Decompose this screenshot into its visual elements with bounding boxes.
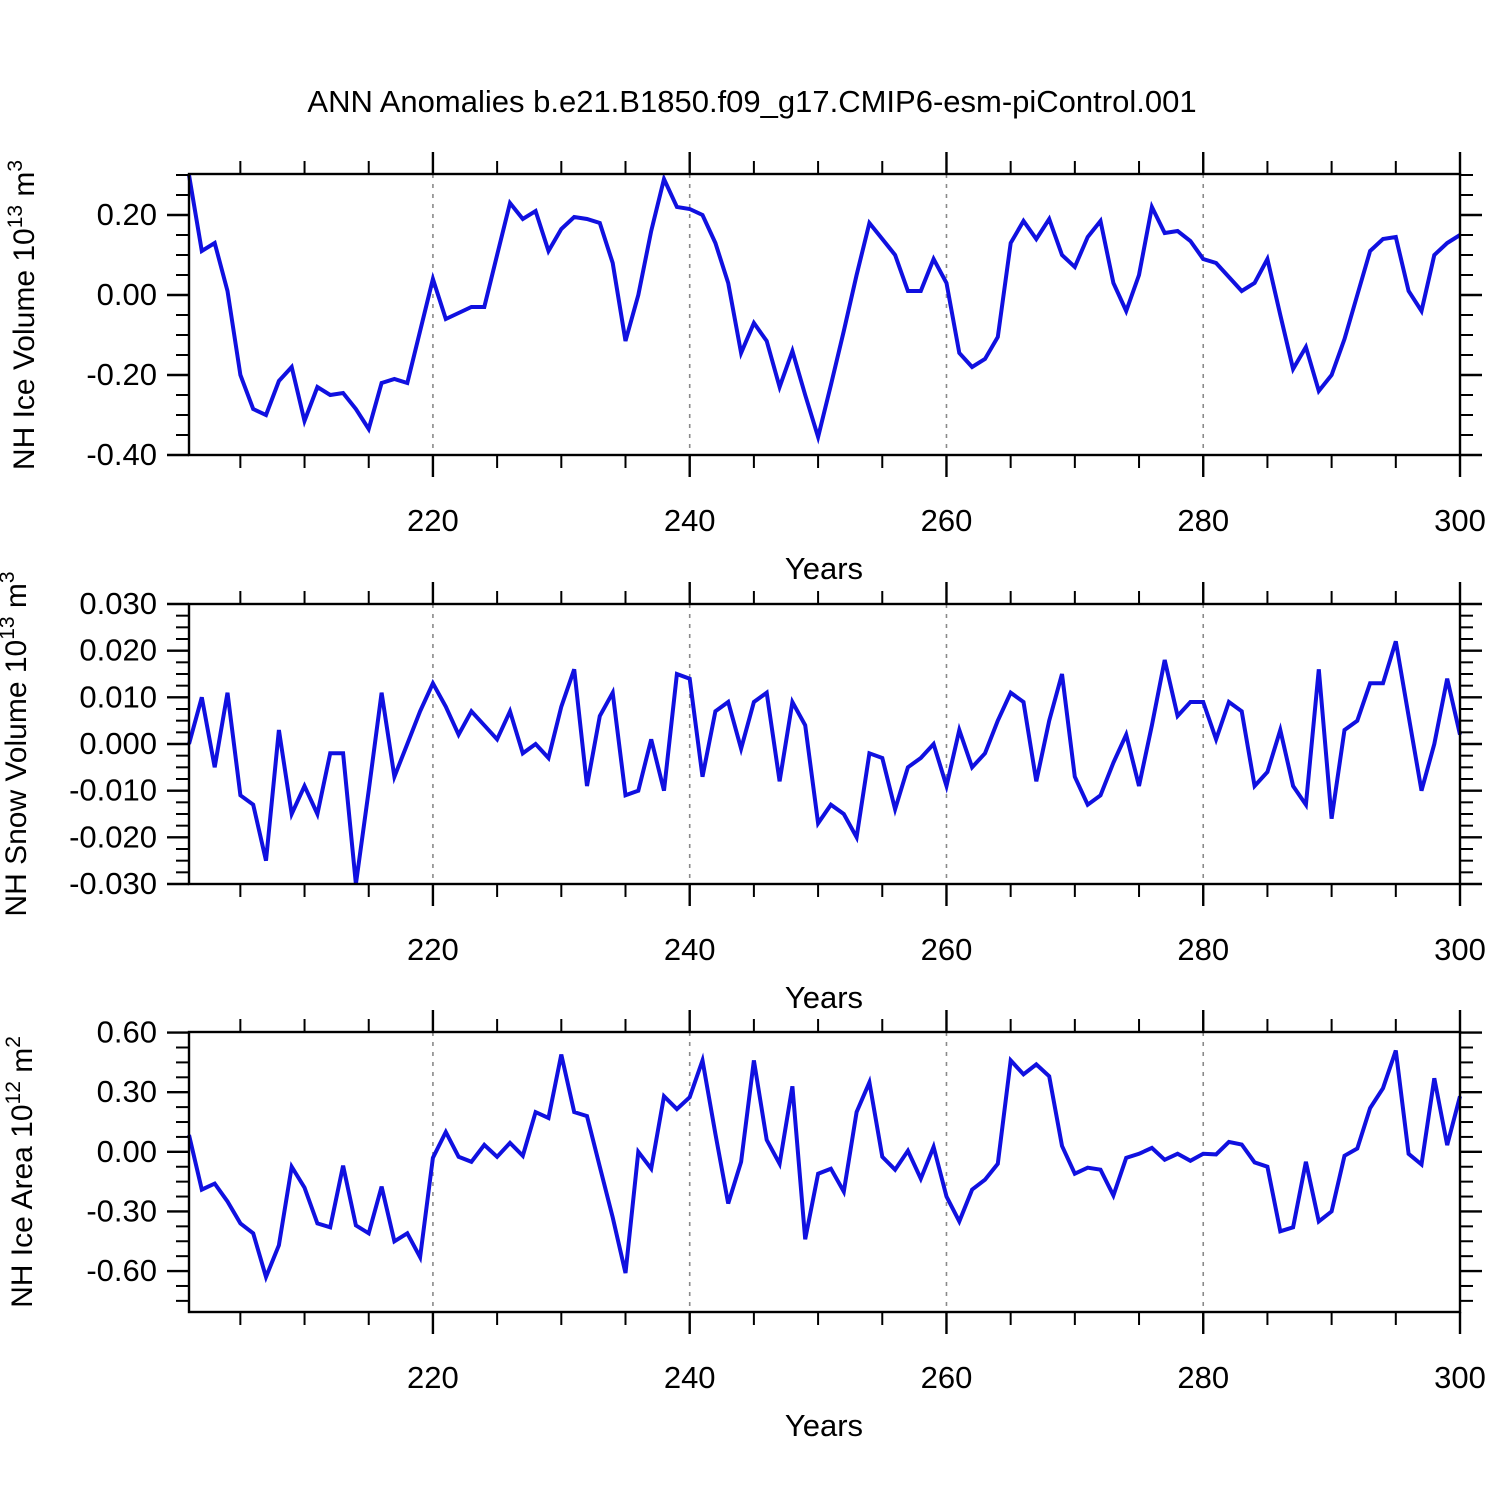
x-tick-label: 220	[407, 503, 459, 538]
panel-ice-volume: 220 240 260 280 300 0.20 0.00 -0.20 -0.40 NH Ice…	[4, 152, 1486, 586]
y-axis-title-text: NH Snow Volume 10	[0, 640, 33, 917]
y-tick-label: 0.000	[79, 726, 157, 761]
plot-area-ice-volume: 220 240 260 280 300 0.20 0.00 -0.20 -0.40	[86, 152, 1486, 538]
y-tick-label: 0.030	[79, 586, 157, 621]
x-tick-label: 260	[921, 1360, 973, 1395]
y-axis-title-unit: m	[6, 1048, 39, 1081]
x-tick-label: 220	[407, 932, 459, 967]
x-tick-label: 300	[1434, 503, 1486, 538]
chart-title: ANN Anomalies b.e21.B1850.f09_g17.CMIP6-…	[307, 84, 1196, 119]
y-tick-label: 0.20	[97, 197, 157, 232]
x-tick-label: 240	[664, 503, 716, 538]
x-axis-title-years-1: Years	[785, 551, 863, 586]
plot-frame	[187, 602, 1462, 886]
y-axis-title-unit: m	[8, 172, 41, 205]
x-tick-label: 260	[921, 503, 973, 538]
y-axis-title-unit-exponent: 3	[4, 160, 27, 172]
y-axis-title-unit-exponent: 2	[2, 1036, 25, 1048]
panel-snow-volume: 220 240 260 280 300 0.030 0.020 0.010 0.000 -0.01…	[0, 571, 1486, 1015]
y-tick-label: -0.010	[69, 773, 157, 808]
y-tick-label: 0.30	[97, 1074, 157, 1109]
y-axis-title-unit: m	[0, 583, 33, 616]
y-tick-label: -0.020	[69, 819, 157, 854]
x-tick-label: 300	[1434, 932, 1486, 967]
y-axis-title-ice-area: NH Ice Area 1012 m2	[2, 1036, 39, 1308]
x-tick-label: 240	[664, 932, 716, 967]
y-tick-label: 0.010	[79, 679, 157, 714]
x-tick-label: 280	[1177, 932, 1229, 967]
x-axis-title-years-2: Years	[785, 980, 863, 1015]
y-tick-label: -0.60	[86, 1253, 157, 1288]
y-tick-label: 0.00	[97, 277, 157, 312]
y-axis-title-snow-volume: NH Snow Volume 1013 m3	[0, 571, 33, 916]
y-tick-label: -0.30	[86, 1193, 157, 1228]
x-axis-title-years-3: Years	[785, 1408, 863, 1443]
y-axis-title-unit-exponent: 3	[0, 571, 19, 583]
y-tick-label: 0.020	[79, 633, 157, 668]
data-line	[187, 172, 1462, 445]
data-line	[187, 640, 1462, 885]
data-line	[187, 1049, 1462, 1284]
y-axis-title-exponent: 13	[0, 616, 19, 639]
plot-area-ice-area: 220 240 260 280 300 0.60 0.30 0.00 -0.30 -0.60	[86, 1010, 1486, 1395]
y-tick-label: -0.40	[86, 437, 157, 472]
y-tick-label: -0.030	[69, 866, 157, 901]
x-tick-label: 280	[1177, 503, 1229, 538]
x-tick-label: 220	[407, 1360, 459, 1395]
y-axis-title-text: NH Ice Volume 10	[8, 228, 41, 470]
x-tick-label: 300	[1434, 1360, 1486, 1395]
y-tick-label: -0.20	[86, 357, 157, 392]
y-axis-title-text: NH Ice Area 10	[6, 1104, 39, 1307]
plot-frame	[187, 1030, 1462, 1314]
x-tick-label: 280	[1177, 1360, 1229, 1395]
y-axis-title-exponent: 13	[4, 205, 27, 228]
x-tick-label: 240	[664, 1360, 716, 1395]
y-axis-title-exponent: 12	[2, 1081, 25, 1104]
y-tick-label: 0.60	[97, 1015, 157, 1050]
panel-ice-area: 220 240 260 280 300 0.60 0.30 0.00 -0.30 -0.60 NH…	[2, 1010, 1486, 1443]
y-tick-label: 0.00	[97, 1134, 157, 1169]
x-tick-label: 260	[921, 932, 973, 967]
plot-area-snow-volume: 220 240 260 280 300 0.030 0.020 0.010 0.000 -0.01…	[69, 582, 1486, 967]
y-axis-title-ice-volume: NH Ice Volume 1013 m3	[4, 160, 41, 470]
